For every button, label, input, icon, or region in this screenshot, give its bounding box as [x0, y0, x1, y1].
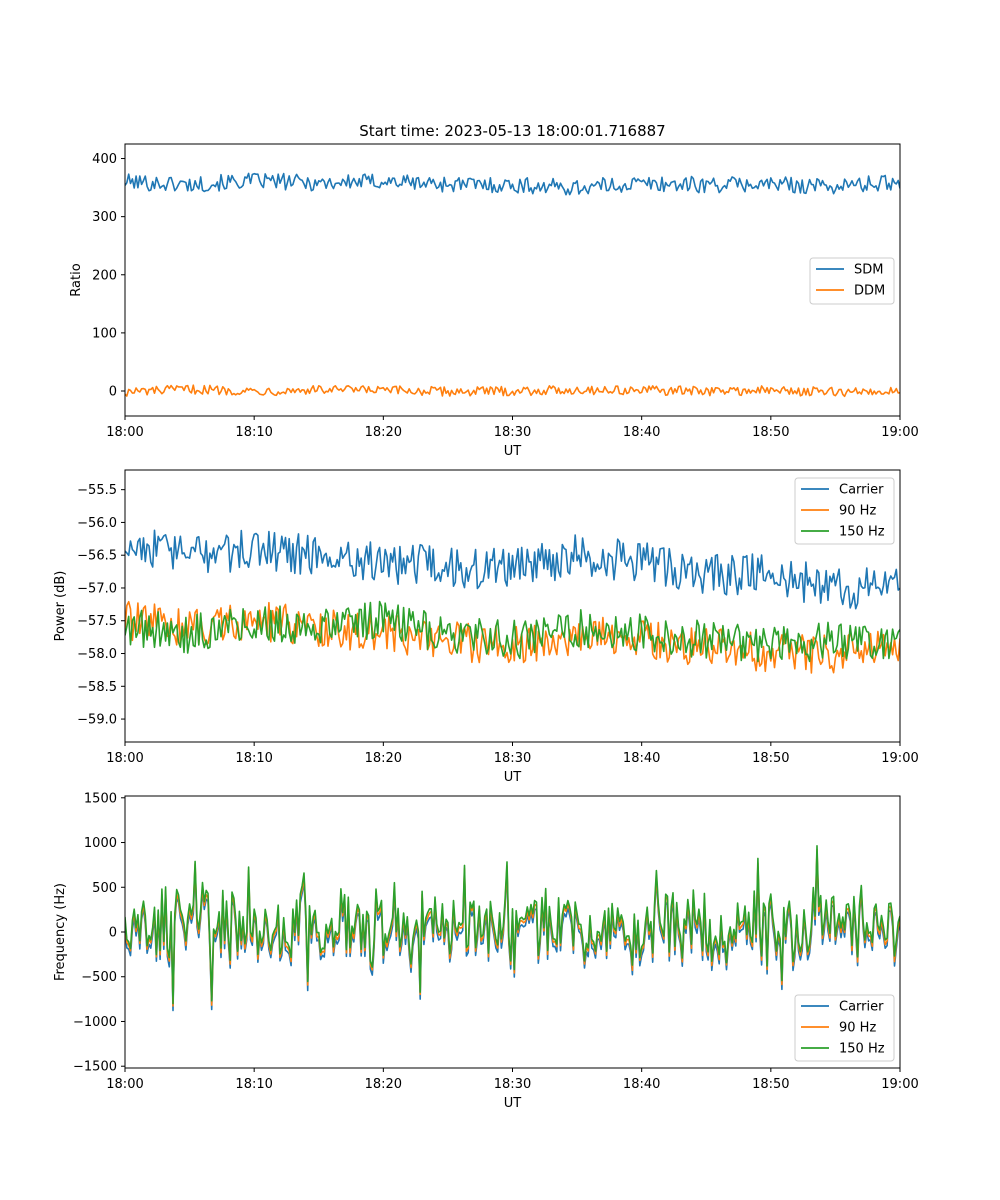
y-tick-label: −56.5 — [77, 549, 117, 564]
legend-entry-label: 90 Hz — [839, 504, 876, 519]
x-tick-label: 18:40 — [623, 751, 660, 766]
legend-entry-label: DDM — [854, 284, 885, 299]
series-line-150-hz — [125, 600, 900, 663]
legend-entry-label: SDM — [854, 263, 883, 278]
x-tick-label: 18:20 — [365, 425, 402, 440]
y-tick-label: −55.5 — [77, 483, 117, 498]
x-tick-label: 19:00 — [881, 751, 918, 766]
x-tick-label: 18:00 — [106, 751, 143, 766]
x-tick-label: 18:10 — [235, 1077, 272, 1092]
y-tick-label: 0 — [109, 385, 117, 400]
legend: Carrier 90 Hz 150 Hz — [794, 994, 895, 1062]
y-tick-label: 1000 — [84, 836, 117, 851]
x-tick-label: 18:50 — [752, 1077, 789, 1092]
legend-box — [794, 994, 895, 1062]
series-line-carrier — [125, 529, 900, 610]
legend-entry-label: Carrier — [839, 1000, 884, 1015]
x-tick-label: 18:10 — [235, 425, 272, 440]
y-axis-label: Ratio — [69, 263, 84, 296]
x-tick-label: 18:00 — [106, 1077, 143, 1092]
legend-entry-label: 150 Hz — [839, 1042, 885, 1057]
legend: SDM DDM — [809, 257, 895, 305]
y-tick-label: −58.5 — [77, 680, 117, 695]
x-tick-label: 18:40 — [623, 425, 660, 440]
y-tick-label: −1000 — [73, 1015, 117, 1030]
x-tick-label: 18:00 — [106, 425, 143, 440]
y-axis-label: Frequency (Hz) — [53, 883, 68, 981]
y-tick-label: 400 — [92, 152, 117, 167]
plot-frame — [124, 469, 901, 743]
legend: Carrier 90 Hz 150 Hz — [794, 477, 895, 545]
chart-title: Start time: 2023-05-13 18:00:01.716887 — [359, 122, 665, 140]
series-line-ddm — [125, 384, 900, 398]
series-line-150-hz — [125, 844, 900, 1005]
x-tick-label: 18:30 — [494, 751, 531, 766]
y-tick-label: −59.0 — [77, 713, 117, 728]
x-tick-label: 18:20 — [365, 1077, 402, 1092]
x-tick-label: 18:30 — [494, 1077, 531, 1092]
y-tick-label: 300 — [92, 210, 117, 225]
panel-1: 18:00 18:10 18:20 18:30 18:40 18:50 19:00 0 100 2… — [69, 122, 919, 459]
panel-3: 18:00 18:10 18:20 18:30 18:40 18:50 19:00 1500 1… — [53, 791, 919, 1111]
x-tick-label: 18:50 — [752, 751, 789, 766]
legend-entry-label: 150 Hz — [839, 525, 885, 540]
y-tick-label: 0 — [109, 926, 117, 941]
x-tick-label: 19:00 — [881, 425, 918, 440]
y-tick-label: 200 — [92, 268, 117, 283]
y-tick-label: −58.0 — [77, 647, 117, 662]
y-tick-label: −57.0 — [77, 581, 117, 596]
x-tick-label: 18:30 — [494, 425, 531, 440]
y-tick-label: −57.5 — [77, 614, 117, 629]
y-tick-label: −500 — [81, 970, 117, 985]
x-tick-label: 19:00 — [881, 1077, 918, 1092]
y-axis-label: Power (dB) — [53, 571, 68, 642]
series-line-sdm — [125, 172, 900, 196]
y-tick-label: 1500 — [84, 791, 117, 806]
x-axis-label: UT — [504, 770, 522, 785]
series-group — [125, 844, 900, 1012]
y-tick-label: −56.0 — [77, 516, 117, 531]
x-tick-label: 18:10 — [235, 751, 272, 766]
x-tick-label: 18:40 — [623, 1077, 660, 1092]
y-tick-label: 100 — [92, 326, 117, 341]
y-tick-label: 500 — [92, 881, 117, 896]
legend-box — [794, 477, 895, 545]
legend-entry-label: 90 Hz — [839, 1021, 876, 1036]
x-tick-label: 18:20 — [365, 751, 402, 766]
legend-entry-label: Carrier — [839, 483, 884, 498]
x-tick-label: 18:50 — [752, 425, 789, 440]
panel-2: 18:00 18:10 18:20 18:30 18:40 18:50 19:00 −55.5… — [53, 469, 919, 785]
series-group — [125, 172, 900, 398]
x-axis-label: UT — [504, 1096, 522, 1111]
y-tick-label: −1500 — [73, 1060, 117, 1075]
x-axis-label: UT — [504, 444, 522, 459]
series-group — [125, 529, 900, 674]
